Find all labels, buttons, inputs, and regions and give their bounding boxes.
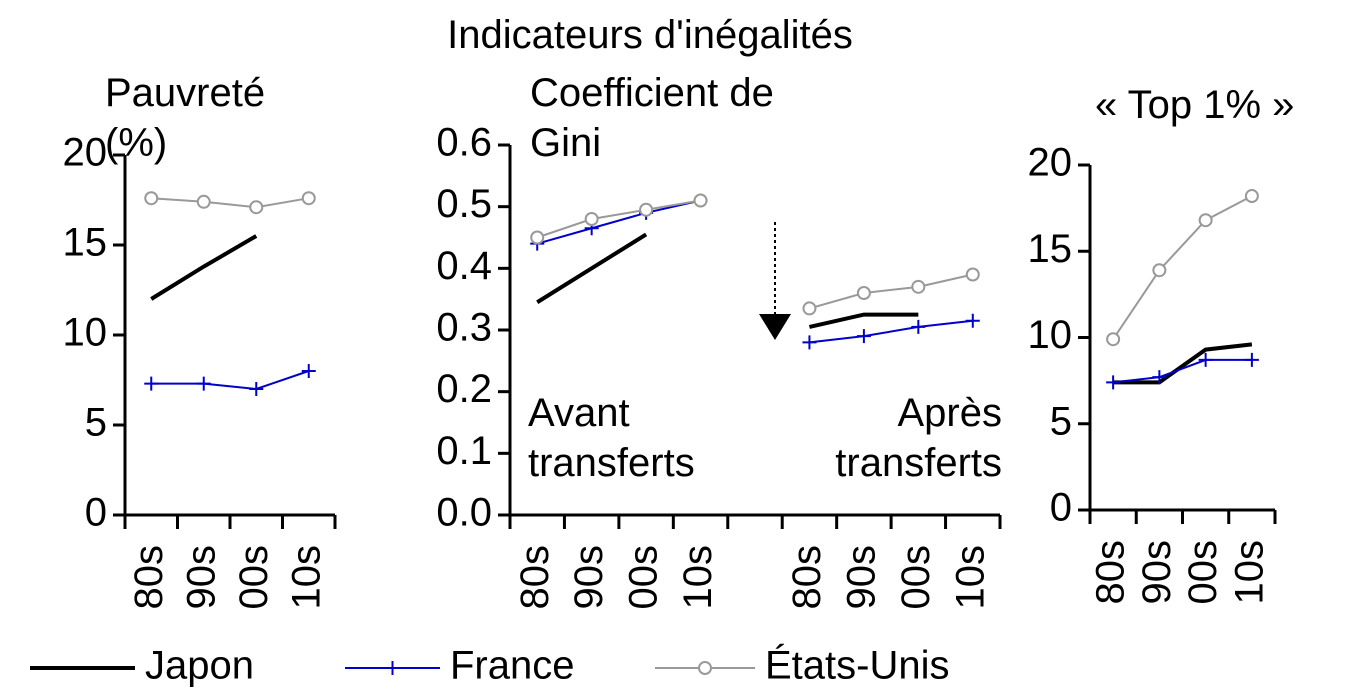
x-tick-label: 00s: [894, 545, 938, 610]
marker: [249, 200, 264, 215]
y-tick-label: 0.4: [436, 244, 492, 288]
y-tick-label: 0.0: [436, 491, 492, 535]
x-tick-label: 10s: [948, 545, 992, 610]
marker: [693, 193, 708, 208]
x-tick-label: 10s: [1227, 540, 1271, 605]
panel-title: Coefficient de Gini: [530, 71, 774, 165]
y-tick-label: 20: [63, 131, 108, 175]
series-line: [536, 199, 973, 310]
y-tick-label: 0.6: [436, 121, 492, 165]
marker: [144, 191, 159, 206]
marker: [1152, 263, 1167, 278]
main-title: Indicateurs d'inégalités: [447, 13, 853, 57]
x-tick-label: 90s: [567, 545, 611, 610]
marker: [1198, 352, 1213, 367]
arrow-head: [759, 314, 791, 340]
marker: [965, 267, 980, 282]
panel-title: « Top 1% »: [1095, 83, 1295, 127]
marker: [802, 301, 817, 316]
marker: [1152, 370, 1167, 385]
legend-marker: [385, 661, 400, 675]
annotation: Après transferts: [835, 391, 1002, 485]
legend-marker: [698, 661, 712, 675]
marker: [639, 202, 654, 217]
y-tick-label: 0.3: [436, 306, 492, 350]
marker: [856, 286, 871, 300]
series-line: [536, 232, 919, 329]
marker: [1106, 375, 1121, 390]
y-tick-label: 0: [85, 491, 107, 535]
y-tick-label: 5: [85, 401, 107, 445]
legend-label: États-Unis: [765, 643, 950, 688]
x-tick-label: 80s: [1089, 540, 1133, 605]
y-tick-label: 0.5: [436, 182, 492, 226]
marker: [856, 329, 871, 344]
marker: [802, 335, 817, 350]
marker: [196, 376, 211, 391]
x-tick-label: 10s: [284, 545, 328, 610]
y-tick-label: 0: [1050, 486, 1072, 530]
series-line: [151, 370, 310, 391]
marker: [196, 194, 211, 209]
series-line: [1112, 195, 1253, 340]
legend-label: France: [450, 644, 575, 688]
x-tick-label: 80s: [513, 545, 557, 610]
series-line: [536, 199, 973, 344]
panel-title: Pauvreté (%): [105, 71, 266, 165]
marker: [301, 191, 316, 206]
x-tick-label: 80s: [127, 545, 171, 610]
x-tick-label: 90s: [1135, 540, 1179, 605]
x-tick-label: 80s: [785, 545, 829, 610]
marker: [530, 230, 545, 245]
series-line: [150, 234, 258, 301]
y-tick-label: 0.2: [436, 367, 492, 411]
x-tick-label: 10s: [676, 545, 720, 610]
y-tick-label: 10: [63, 311, 108, 355]
marker: [249, 382, 264, 396]
series-line: [1113, 342, 1253, 385]
y-tick-label: 5: [1050, 399, 1072, 443]
legend-label: Japon: [145, 644, 254, 688]
series-line: [1113, 358, 1252, 384]
y-tick-label: 15: [1028, 227, 1073, 271]
annotation: Avant transferts: [528, 391, 695, 485]
x-tick-label: 90s: [839, 545, 883, 610]
marker: [301, 364, 316, 378]
y-tick-label: 15: [63, 221, 108, 265]
x-tick-label: 90s: [179, 545, 223, 610]
marker: [911, 279, 926, 294]
marker: [1106, 332, 1121, 347]
marker: [1244, 352, 1259, 367]
x-tick-label: 00s: [622, 545, 666, 610]
marker: [1198, 213, 1213, 228]
x-tick-label: 00s: [1181, 540, 1225, 605]
marker: [911, 319, 926, 334]
x-tick-label: 00s: [232, 545, 276, 610]
y-tick-label: 20: [1028, 141, 1073, 185]
marker: [584, 212, 599, 226]
marker: [1244, 189, 1259, 204]
y-tick-label: 0.1: [436, 429, 492, 473]
marker: [144, 376, 159, 391]
series-line: [151, 197, 309, 209]
marker: [965, 313, 980, 328]
y-tick-label: 10: [1028, 313, 1073, 357]
